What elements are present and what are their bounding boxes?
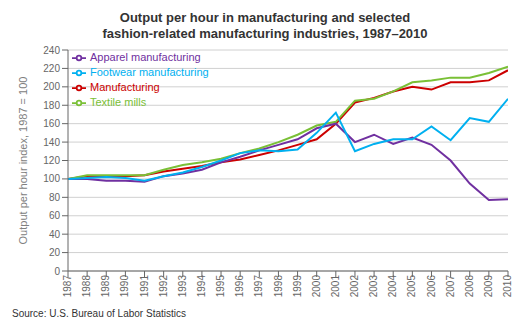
svg-text:1998: 1998 (273, 275, 284, 298)
svg-text:80: 80 (49, 192, 61, 203)
svg-text:1995: 1995 (215, 275, 226, 298)
svg-text:2010: 2010 (502, 275, 513, 298)
svg-text:60: 60 (49, 210, 61, 221)
svg-text:2006: 2006 (426, 275, 437, 298)
html-text:Apparel manufacturing: Apparel manufacturing (90, 51, 201, 63)
svg-text:2001: 2001 (330, 275, 341, 298)
svg-text:2007: 2007 (445, 275, 456, 298)
svg-text:1997: 1997 (253, 275, 264, 298)
svg-text:1999: 1999 (292, 275, 303, 298)
html-text:Footwear manufacturing: Footwear manufacturing (90, 66, 209, 79)
svg-text:1992: 1992 (158, 275, 169, 298)
html-text:Textile mills: Textile mills (90, 96, 147, 109)
html-text:Source: U.S. Bureau of Labor S: Source: U.S. Bureau of Labor Statistics (12, 308, 186, 319)
svg-text:1994: 1994 (196, 275, 207, 298)
svg-text:2003: 2003 (368, 275, 379, 298)
svg-text:160: 160 (43, 118, 60, 129)
svg-text:1996: 1996 (234, 275, 245, 298)
svg-text:1989: 1989 (100, 275, 111, 298)
svg-text:1990: 1990 (119, 275, 130, 298)
svg-text:2002: 2002 (349, 275, 360, 298)
svg-text:Output per hour index, 1987 =: Output per hour index, 1987 = 100 (17, 77, 29, 245)
svg-text:2004: 2004 (387, 275, 398, 298)
svg-text:140: 140 (43, 137, 60, 148)
svg-text:1993: 1993 (177, 275, 188, 298)
svg-text:2005: 2005 (406, 275, 417, 298)
svg-text:1991: 1991 (139, 275, 150, 298)
svg-text:180: 180 (43, 100, 60, 111)
html-text:fashion-related manufacturing: fashion-related manufacturing industries… (102, 26, 428, 41)
svg-text:2009: 2009 (483, 275, 494, 298)
svg-text:0: 0 (54, 266, 60, 277)
svg-text:240: 240 (43, 45, 60, 56)
svg-text:220: 220 (43, 63, 60, 74)
svg-text:1987: 1987 (62, 275, 73, 298)
html-text:Output per hour in manufacturi: Output per hour in manufacturing and sel… (119, 10, 411, 25)
svg-text:100: 100 (43, 173, 60, 184)
svg-text:40: 40 (49, 229, 61, 240)
svg-text:1988: 1988 (81, 275, 92, 298)
svg-text:20: 20 (49, 247, 61, 258)
svg-text:200: 200 (43, 81, 60, 92)
svg-text:2000: 2000 (311, 275, 322, 298)
svg-text:2008: 2008 (464, 275, 475, 298)
html-text:Manufacturing: Manufacturing (90, 81, 160, 94)
svg-text:120: 120 (43, 155, 60, 166)
